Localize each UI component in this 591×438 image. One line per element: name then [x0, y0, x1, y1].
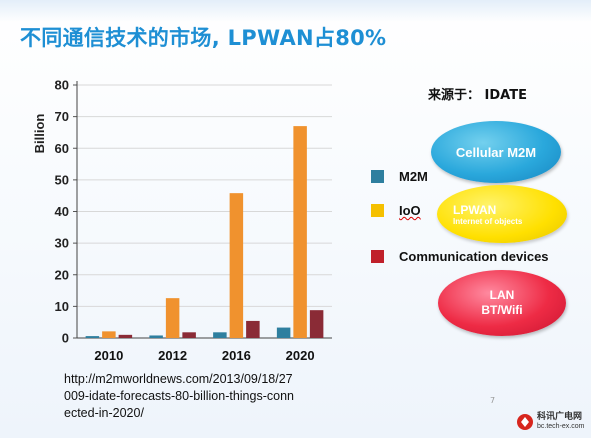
legend-swatch-m2m — [371, 170, 384, 183]
bar-m2m-2016 — [213, 332, 227, 338]
page-mark: 7 — [490, 396, 496, 405]
logo-icon — [517, 414, 533, 430]
lpwan-label: LPWAN — [453, 202, 497, 217]
y-axis-title: Billion — [32, 114, 47, 154]
x-tick-label-2010: 2010 — [94, 348, 123, 363]
x-tick-label-2012: 2012 — [158, 348, 187, 363]
legend-label-comm: Communication devices — [399, 249, 549, 264]
y-tick-label-40: 40 — [55, 204, 69, 219]
lpwan-bubble: LPWAN Internet of objects — [437, 185, 567, 243]
y-tick-label-60: 60 — [55, 141, 69, 156]
y-tick-label-70: 70 — [55, 109, 69, 124]
legend-swatch-comm — [371, 250, 384, 263]
y-tick-label-50: 50 — [55, 172, 69, 187]
legend-item-comm: Communication devices — [371, 249, 549, 264]
lan-label: LAN — [489, 288, 515, 302]
legend-label-ioo: IoO — [399, 203, 421, 218]
slide-title: 不同通信技术的市场, LPWAN占80% — [20, 26, 387, 50]
bar-ioo-2020 — [293, 126, 307, 338]
bar-ioo-2016 — [229, 193, 244, 338]
y-tick-label-0: 0 — [62, 331, 69, 346]
legend-label-m2m: M2M — [399, 169, 428, 184]
cellular-m2m-bubble: Cellular M2M — [431, 121, 561, 183]
source-url[interactable]: http://m2mworldnews.com/2013/09/18/27009… — [64, 372, 294, 420]
legend-swatch-ioo — [371, 204, 384, 217]
watermark-name: 科讯广电网 — [537, 412, 583, 422]
legend-item-m2m: M2M — [371, 169, 428, 184]
lan-sublabel: BT/Wifi — [481, 303, 523, 317]
bar-ioo-2010 — [102, 331, 116, 338]
y-tick-label-80: 80 — [55, 78, 69, 93]
bar-comm-2020 — [309, 310, 324, 338]
bar-comm-2012 — [182, 332, 196, 338]
x-tick-label-2016: 2016 — [222, 348, 251, 363]
legend-item-ioo: IoO — [371, 203, 421, 218]
x-tick-label-2020: 2020 — [286, 348, 315, 363]
lan-bubble: LAN BT/Wifi — [438, 270, 566, 336]
y-tick-label-10: 10 — [55, 299, 69, 314]
bar-comm-2010 — [118, 334, 133, 338]
top-band — [0, 0, 591, 22]
y-tick-label-30: 30 — [55, 236, 69, 251]
watermark-url: bc.tech-ex.com — [537, 423, 585, 430]
y-tick-label-20: 20 — [55, 267, 69, 282]
lpwan-sublabel: Internet of objects — [453, 216, 523, 226]
source-label: 来源于： IDATE — [428, 88, 527, 103]
bar-chart: 0 10 20 30 40 50 60 70 80 Billion 2010 2012 2016 2020 — [32, 78, 332, 363]
bar-m2m-2012 — [149, 335, 163, 338]
bar-ioo-2012 — [165, 298, 180, 338]
watermark-logo: 科讯广电网 bc.tech-ex.com — [516, 412, 584, 432]
bar-m2m-2010 — [85, 336, 100, 338]
bar-m2m-2020 — [276, 327, 291, 338]
cellular-m2m-label: Cellular M2M — [455, 144, 537, 160]
bar-comm-2016 — [246, 320, 260, 338]
